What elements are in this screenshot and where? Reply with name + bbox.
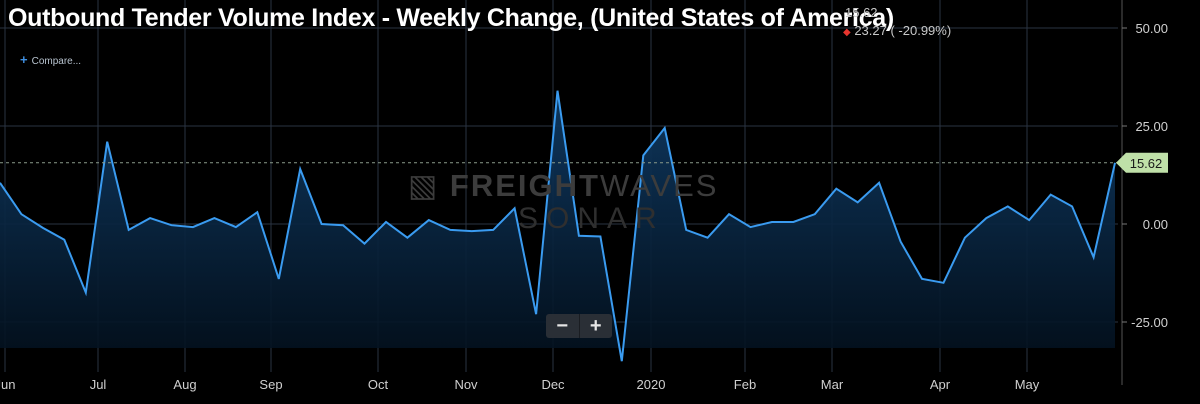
series-area xyxy=(0,90,1115,362)
watermark-brand-light: WAVES xyxy=(599,168,719,203)
x-tick-label: Aug xyxy=(173,377,196,392)
y-tick-label: 25.00 xyxy=(1135,119,1168,134)
x-tick-label: Mar xyxy=(821,377,844,392)
current-value-badge xyxy=(1116,152,1168,173)
chart-title: Outbound Tender Volume Index - Weekly Ch… xyxy=(8,4,894,32)
x-tick-label: May xyxy=(1015,377,1040,392)
zoom-out-button[interactable]: − xyxy=(546,314,580,338)
x-tick-label: Jun xyxy=(0,377,15,392)
x-tick-label: Jul xyxy=(90,377,107,392)
zoom-controls: − + xyxy=(546,314,612,338)
x-tick-label: Apr xyxy=(930,377,951,392)
x-tick-label: Oct xyxy=(368,377,389,392)
watermark-product: SONAR xyxy=(518,202,665,235)
change-readout: ◆ 23.27 ( -20.99%) xyxy=(843,23,951,38)
watermark-logo: ▧ FREIGHTWAVES SONAR xyxy=(408,168,719,235)
compare-button[interactable]: + Compare... xyxy=(20,52,81,67)
x-tick-label: Dec xyxy=(541,377,565,392)
x-tick-label: Sep xyxy=(259,377,282,392)
x-tick-label: 2020 xyxy=(637,377,666,392)
y-tick-label: -25.00 xyxy=(1131,315,1168,330)
down-arrow-icon: ◆ xyxy=(843,27,851,38)
change-value: 23.27 ( -20.99%) xyxy=(854,23,952,38)
current-value-label: 15.62 xyxy=(1130,156,1163,171)
compare-label: Compare... xyxy=(31,56,82,67)
plus-icon: + xyxy=(20,52,28,67)
y-tick-label: 0.00 xyxy=(1143,217,1168,232)
series-line xyxy=(0,90,1116,362)
zoom-in-button[interactable]: + xyxy=(589,314,602,337)
x-tick-label: Nov xyxy=(454,377,478,392)
y-tick-label: 50.00 xyxy=(1135,21,1168,36)
x-tick-label: Feb xyxy=(734,377,756,392)
last-value: 15.62 xyxy=(845,5,878,20)
watermark-icon: ▧ xyxy=(408,168,450,203)
watermark-brand-bold: FREIGHT xyxy=(449,168,600,203)
